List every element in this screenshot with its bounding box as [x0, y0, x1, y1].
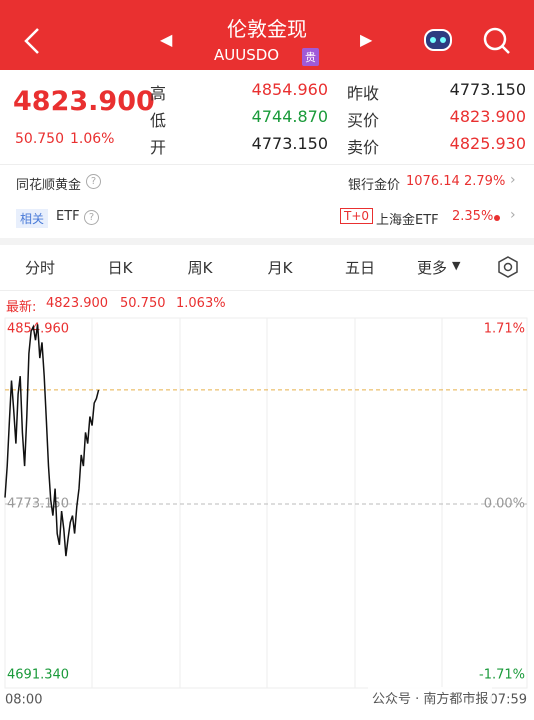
back-button[interactable]	[20, 26, 44, 56]
x-tick-label: 07:59	[490, 693, 527, 708]
price-line	[4, 324, 100, 557]
change-pct: 1.06%	[70, 131, 115, 147]
divider	[0, 164, 534, 165]
tab[interactable]: 更多	[416, 259, 447, 277]
next-button[interactable]: ▶	[360, 30, 373, 49]
stat-value: 4854.960	[251, 80, 328, 99]
help-icon[interactable]: ?	[84, 210, 99, 225]
bank-label: 银行金价	[348, 178, 401, 193]
etf-badge: T+0	[340, 208, 374, 224]
stat-label: 低	[150, 111, 167, 130]
y2-tick-label: 1.71%	[484, 322, 525, 337]
prev-button[interactable]: ◀	[160, 30, 173, 49]
info-pct: 1.063%	[176, 296, 226, 311]
y-tick-label: 4773.150	[7, 497, 69, 512]
etf-fund[interactable]: 上海金ETF	[376, 213, 439, 228]
stat-value: 4773.150	[449, 80, 526, 99]
chevron[interactable]: ›	[510, 172, 516, 188]
badge: 贵	[302, 48, 319, 66]
watermark: 公众号 · 南方都市报	[368, 687, 493, 708]
stat-value: 4744.870	[251, 107, 328, 126]
tab[interactable]: 五日	[344, 259, 375, 277]
robot-icon[interactable]	[422, 24, 454, 56]
plot-frame	[4, 317, 528, 689]
dropdown-arrow[interactable]: ▼	[452, 259, 461, 272]
y-tick-label: 4691.340	[7, 668, 69, 683]
stat-label: 昨收	[347, 84, 380, 103]
vertical-grid	[91, 318, 443, 688]
stat-label: 高	[150, 84, 167, 103]
tab[interactable]: 周K	[187, 259, 213, 277]
dot	[494, 215, 500, 221]
y2-tick-label: -1.71%	[479, 668, 525, 683]
divider	[0, 290, 534, 291]
stat-label: 买价	[347, 111, 380, 130]
help-icon[interactable]: ?	[86, 174, 101, 189]
stat-label: 开	[150, 138, 167, 157]
tab[interactable]: 日K	[107, 259, 133, 277]
stat-value: 4825.930	[449, 134, 526, 153]
settings-icon[interactable]	[496, 255, 520, 279]
bank-name[interactable]: 同花顺黄金	[16, 178, 82, 193]
bank-price: 1076.14	[406, 174, 460, 189]
search-icon[interactable]	[482, 26, 512, 56]
change: 50.750	[15, 131, 64, 147]
band	[0, 238, 534, 245]
x-tick-label: 08:00	[5, 693, 42, 708]
etf-tag: 相关	[16, 209, 49, 228]
price: 4823.900	[13, 86, 155, 117]
info-change: 50.750	[120, 296, 166, 311]
etf-name: ETF	[56, 209, 80, 224]
info-price: 4823.900	[46, 296, 109, 311]
stat-value: 4823.900	[449, 107, 526, 126]
chart: 4854.9604773.1504691.3401.71%0.00%-1.71%…	[4, 317, 528, 708]
stat-label: 卖价	[347, 138, 380, 157]
info-label: 最新:	[6, 300, 37, 315]
code: AUUSDO	[214, 46, 280, 64]
bank-pct: 2.79%	[464, 174, 506, 189]
etf-pct: 2.35%	[452, 209, 494, 224]
y2-tick-label: 0.00%	[484, 497, 525, 512]
stat-value: 4773.150	[251, 134, 328, 153]
chevron[interactable]: ›	[510, 207, 516, 223]
title: 伦敦金现	[227, 17, 307, 41]
tab[interactable]: 月K	[267, 259, 293, 277]
tab[interactable]: 分时	[24, 259, 55, 277]
